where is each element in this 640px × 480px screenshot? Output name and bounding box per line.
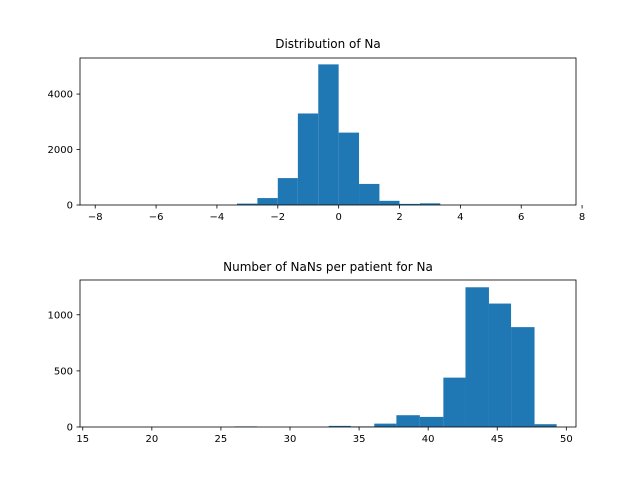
chart-title: Number of NaNs per patient for Na [223,260,433,274]
plot-frame [79,57,577,206]
x-tick-label: 35 [353,434,366,445]
histogram-bar [396,415,420,427]
x-tick-label: 0 [335,212,341,223]
x-tick-label: 6 [518,212,524,223]
x-tick-label: 4 [457,212,463,223]
histogram-chart-top: Distribution of Na −8 −6 −4 −2 0 2 4 6 8 0 2000 400… [48,37,586,223]
histogram-bar [379,200,400,205]
histogram-bar [399,203,420,205]
x-tick-label: −2 [270,212,285,223]
x-tick-label: 25 [215,434,228,445]
histogram-bar [328,425,351,427]
x-tick-label: 20 [145,434,158,445]
x-tick-label: 15 [76,434,89,445]
x-tick-label: −6 [149,212,164,223]
plot-frame [79,279,577,428]
x-tick-label: 30 [284,434,297,445]
histogram-bar [511,327,535,427]
histogram-bar [465,287,489,427]
histogram-bar [277,178,298,205]
histogram-bar [443,377,466,427]
y-tick-label: 4000 [48,90,73,101]
histogram-bar [338,132,360,205]
histogram-bar [297,113,319,205]
histogram-bar [359,183,380,205]
histogram-bar [374,423,397,427]
y-tick-label: 0 [67,423,73,434]
histogram-bar [488,303,512,427]
histogram-bar [237,203,258,205]
histogram-bar [257,198,278,205]
y-tick-label: 1000 [48,310,73,321]
x-tick-label: 2 [396,212,402,223]
histogram-bar [419,416,444,427]
histogram-chart-bottom: Number of NaNs per patient for Na 15 20 25… [48,260,577,445]
x-tick-label: −4 [210,212,225,223]
histogram-bar [534,424,557,427]
x-tick-label: 8 [579,212,585,223]
histogram-bar [419,203,441,205]
histogram-bar [318,64,339,205]
y-tick-label: 0 [67,201,73,212]
x-tick-label: 50 [560,434,573,445]
y-tick-label: 500 [54,366,73,377]
x-tick-label: 40 [422,434,435,445]
chart-title: Distribution of Na [275,37,381,51]
x-tick-label: 45 [491,434,504,445]
x-tick-label: −8 [88,212,103,223]
y-tick-label: 2000 [48,145,73,156]
